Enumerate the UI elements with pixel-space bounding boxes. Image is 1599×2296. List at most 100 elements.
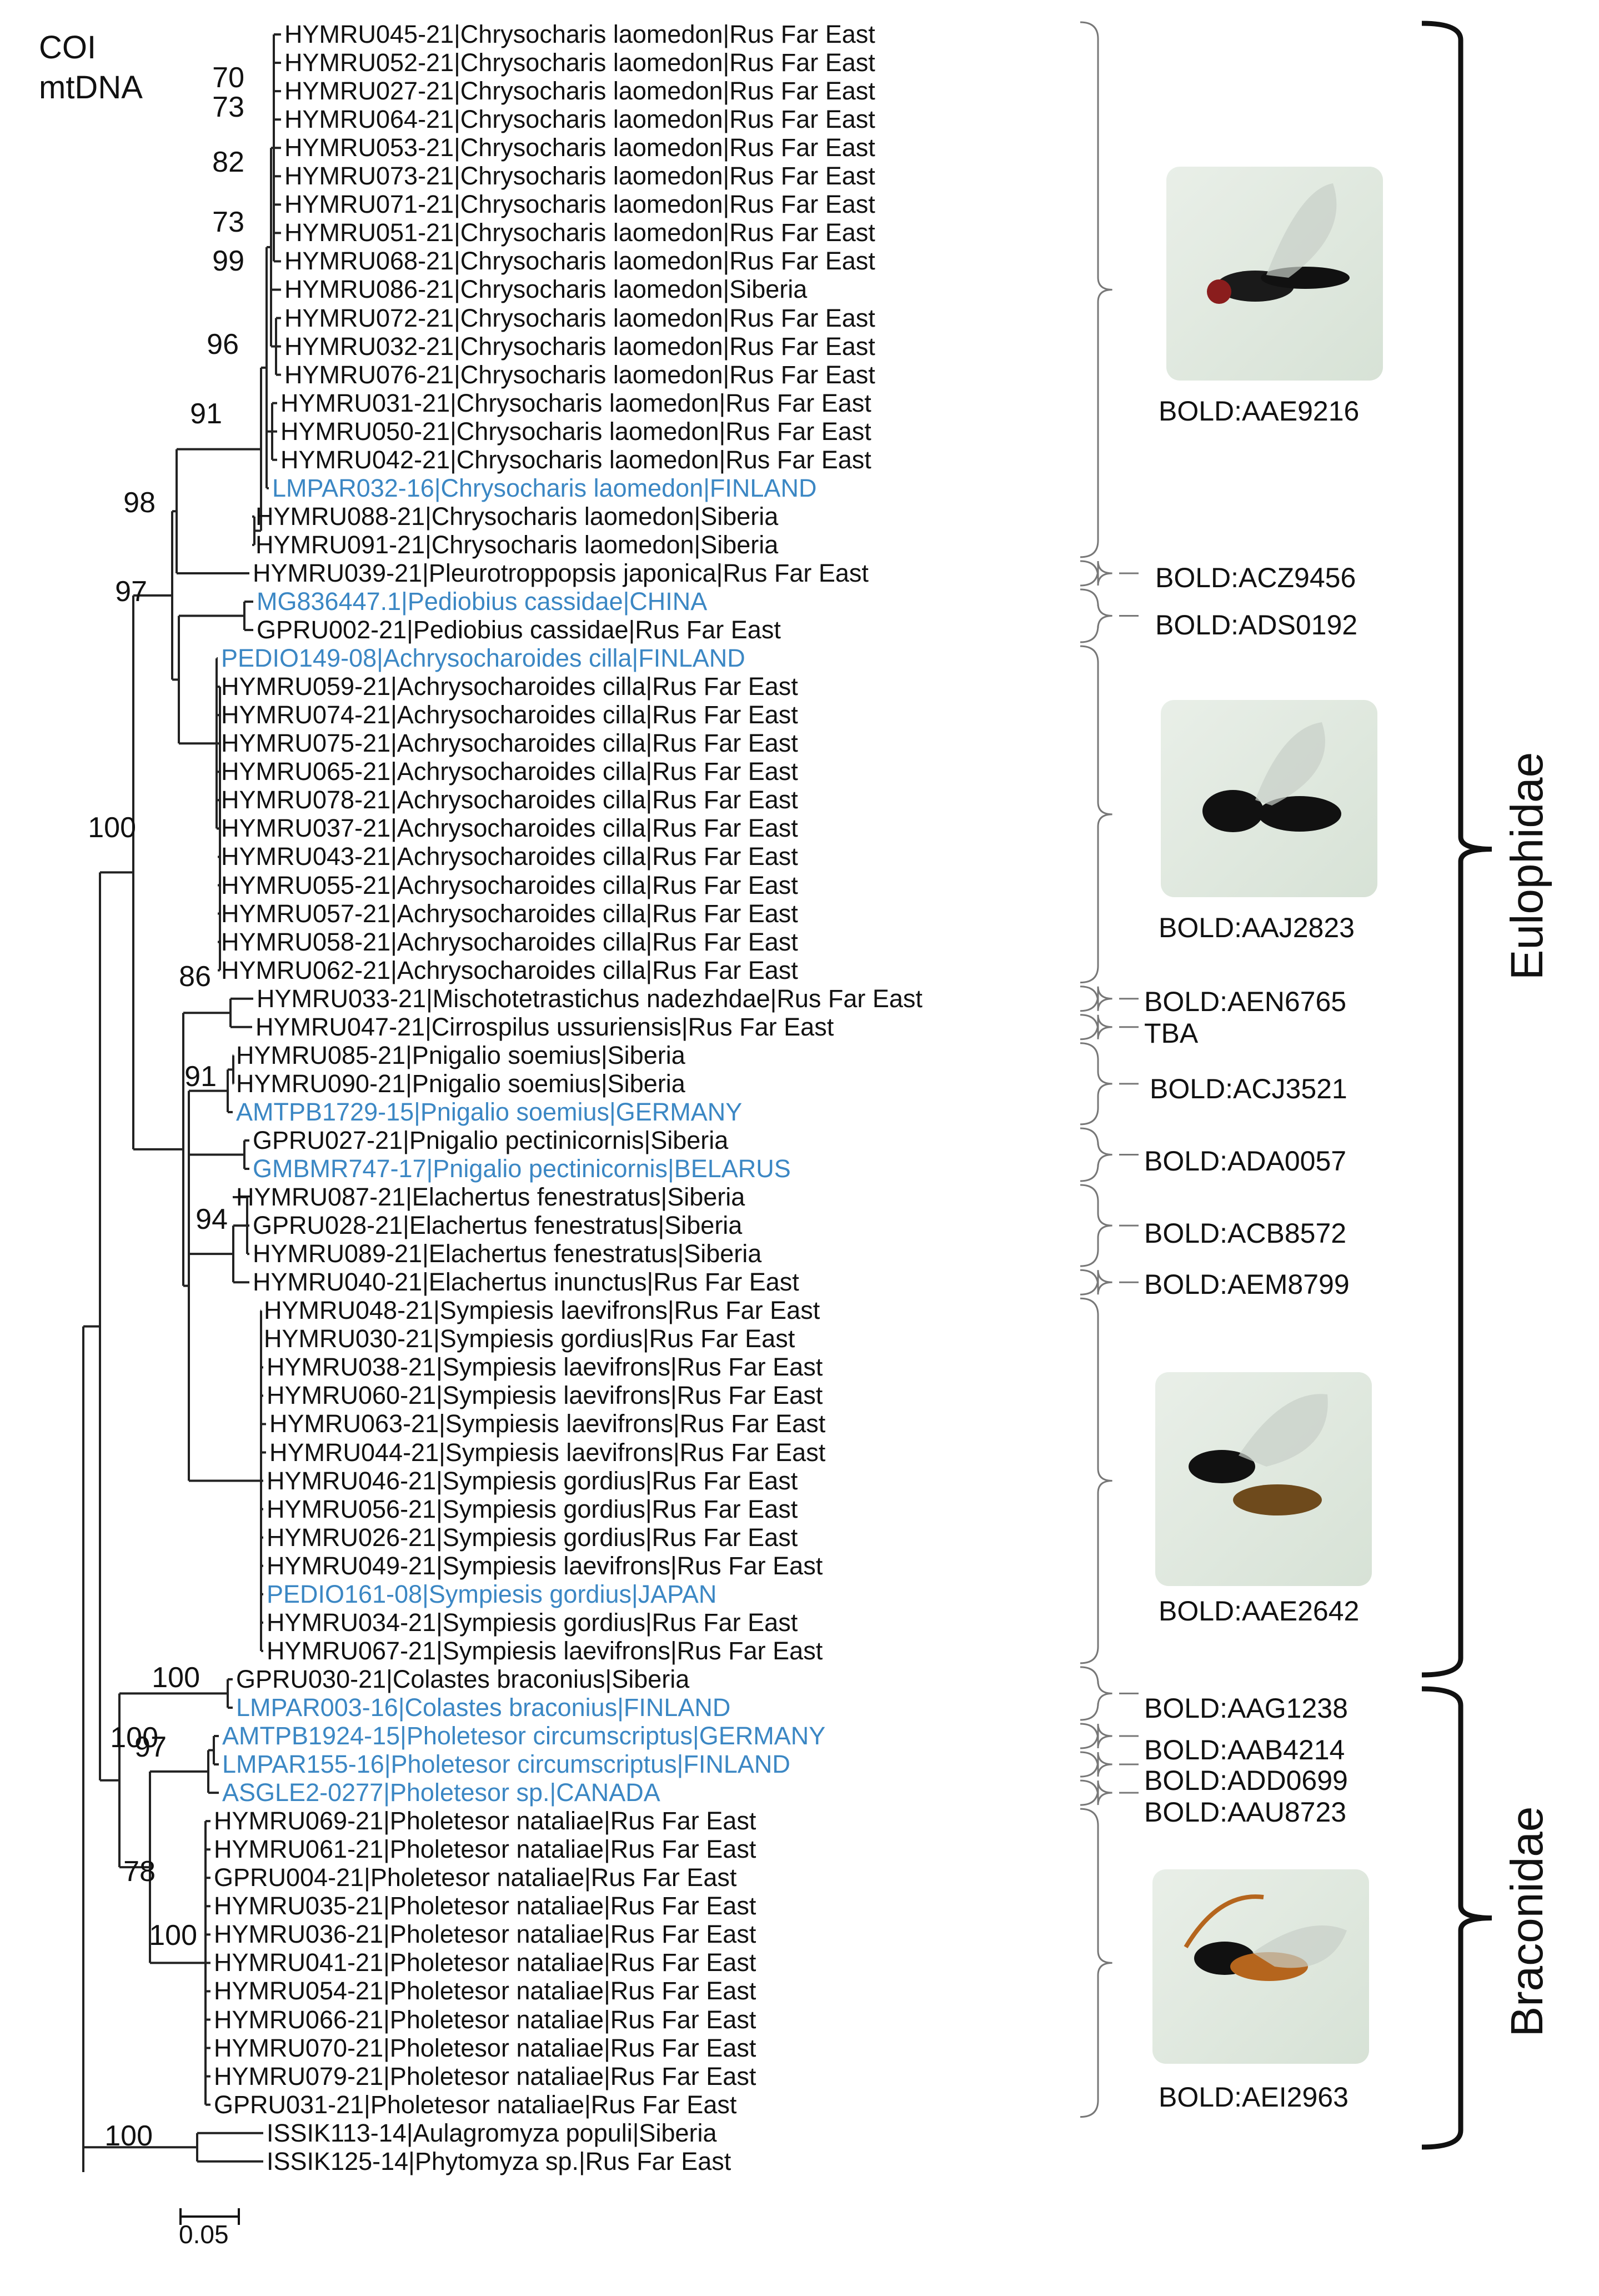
bin-label: BOLD:ADA0057 [1144,1146,1347,1177]
specimen-photo-chrysocharis [1166,167,1383,381]
leaf-label: HYMRU064-21|Chrysocharis laomedon|Rus Fa… [284,105,875,134]
bin-brace [1080,1297,1112,1664]
leaf-label: PEDIO161-08|Sympiesis gordius|JAPAN [267,1579,717,1608]
leaf-label: HYMRU090-21|Pnigalio soemius|Siberia [236,1069,685,1098]
leaf-label: HYMRU047-21|Cirrospilus ussuriensis|Rus … [255,1012,834,1041]
bootstrap-value: 97 [115,576,147,608]
wasp-image [1207,183,1350,304]
specimen-photo-sympiesis [1155,1372,1372,1586]
leaf-label: HYMRU067-21|Sympiesis laevifrons|Rus Far… [267,1636,823,1665]
leaf-label: HYMRU073-21|Chrysocharis laomedon|Rus Fa… [284,162,875,191]
bin-label: BOLD:ADS0192 [1155,609,1358,641]
leaf-label: HYMRU043-21|Achrysocharoides cilla|Rus F… [221,842,798,871]
leaf-label: HYMRU074-21|Achrysocharoides cilla|Rus F… [221,701,798,729]
specimen-photo-pholetesor [1152,1869,1369,2064]
leaf-label: HYMRU036-21|Pholetesor nataliae|Rus Far … [214,1920,756,1949]
bin-brace [1080,986,1112,1012]
leaf-label: HYMRU039-21|Pleurotroppopsis japonica|Ru… [253,558,869,587]
leaf-label: HYMRU044-21|Sympiesis laevifrons|Rus Far… [269,1438,826,1467]
leaf-label: HYMRU076-21|Chrysocharis laomedon|Rus Fa… [284,360,875,389]
leaf-label: HYMRU058-21|Achrysocharoides cilla|Rus F… [221,927,798,956]
bootstrap-value: 96 [207,328,239,361]
leaf-label: HYMRU042-21|Chrysocharis laomedon|Rus Fa… [280,445,871,474]
leaf-label: ISSIK113-14|Aulagromyza populi|Siberia [267,2118,717,2147]
bin-label: BOLD:ACJ3521 [1150,1073,1347,1104]
bin-brace [1080,588,1112,643]
leaf-label: HYMRU070-21|Pholetesor nataliae|Rus Far … [214,2033,756,2062]
bin-label: BOLD:AAG1238 [1144,1693,1348,1724]
bin-brace [1080,1666,1112,1721]
leaf-label: GPRU028-21|Elachertus fenestratus|Siberi… [253,1211,743,1240]
leaf-label: GMBMR747-17|Pnigalio pectinicornis|BELAR… [253,1154,791,1183]
leaf-label: HYMRU046-21|Sympiesis gordius|Rus Far Ea… [267,1466,798,1495]
wasp-image [1202,722,1341,832]
bootstrap-value: 100 [88,812,136,844]
leaf-label: HYMRU031-21|Chrysocharis laomedon|Rus Fa… [280,388,871,417]
family-brace-braconidae [1421,1686,1492,2150]
tree-title: COI mtDNA [39,28,143,108]
leaf-label: HYMRU048-21|Sympiesis laevifrons|Rus Far… [264,1296,820,1325]
specimen-photo-achrysocharoides [1161,700,1377,897]
bootstrap-value: 98 [123,487,156,519]
bin-label: BOLD:AEM8799 [1144,1269,1350,1300]
leaf-label: HYMRU038-21|Sympiesis laevifrons|Rus Far… [267,1353,823,1382]
leaf-label: HYMRU087-21|Elachertus fenestratus|Siber… [236,1183,745,1212]
bootstrap-value: 82 [212,146,244,178]
bin-brace [1080,1808,1112,2118]
wasp-image [1189,1394,1328,1515]
bin-brace [1080,1014,1112,1041]
leaf-label: LMPAR032-16|Chrysocharis laomedon|FINLAN… [272,473,817,502]
leaf-label: HYMRU026-21|Sympiesis gordius|Rus Far Ea… [267,1523,798,1552]
bin-brace [1080,21,1112,558]
leaf-label: HYMRU062-21|Achrysocharoides cilla|Rus F… [221,956,798,984]
bin-label: BOLD:AAB4214 [1144,1734,1345,1765]
leaf-label: GPRU004-21|Pholetesor nataliae|Rus Far E… [214,1863,737,1892]
family-label: Braconidae [1502,1806,1552,2037]
leaf-label: HYMRU088-21|Chrysocharis laomedon|Siberi… [255,502,779,531]
bootstrap-value: 100 [152,1662,200,1694]
bootstrap-value: 78 [123,1855,156,1888]
leaf-label: MG836447.1|Pediobius cassidae|CHINA [257,587,708,616]
bootstrap-value: 100 [104,2120,153,2152]
leaf-label: HYMRU034-21|Sympiesis gordius|Rus Far Ea… [267,1608,798,1637]
bin-label: BOLD:AAU8723 [1144,1797,1347,1828]
bin-brace [1080,1184,1112,1267]
leaf-label: GPRU030-21|Colastes braconius|Siberia [236,1664,690,1693]
title-line-2: mtDNA [39,69,143,106]
leaf-label: HYMRU061-21|Pholetesor nataliae|Rus Far … [214,1835,756,1864]
leaf-label: HYMRU075-21|Achrysocharoides cilla|Rus F… [221,729,798,758]
leaf-label: ISSIK125-14|Phytomyza sp.|Rus Far East [267,2147,731,2175]
leaf-label: HYMRU032-21|Chrysocharis laomedon|Rus Fa… [284,332,875,361]
bin-brace [1080,1269,1112,1295]
leaf-label: GPRU027-21|Pnigalio pectinicornis|Siberi… [253,1126,729,1154]
leaf-label: HYMRU063-21|Sympiesis laevifrons|Rus Far… [269,1409,826,1438]
leaf-label: LMPAR155-16|Pholetesor circumscriptus|FI… [222,1750,790,1779]
title-line-1: COI [39,29,97,66]
bin-brace [1080,1042,1112,1126]
leaf-label: HYMRU055-21|Achrysocharoides cilla|Rus F… [221,871,798,899]
leaf-label: HYMRU060-21|Sympiesis laevifrons|Rus Far… [267,1381,823,1410]
leaf-label: HYMRU065-21|Achrysocharoides cilla|Rus F… [221,757,798,786]
leaf-label: HYMRU068-21|Chrysocharis laomedon|Rus Fa… [284,247,875,276]
leaf-label: HYMRU071-21|Chrysocharis laomedon|Rus Fa… [284,190,875,219]
leaf-label: HYMRU072-21|Chrysocharis laomedon|Rus Fa… [284,303,875,332]
leaf-label: HYMRU035-21|Pholetesor nataliae|Rus Far … [214,1892,756,1920]
bin-label: BOLD:ACZ9456 [1155,562,1356,593]
leaf-label: GPRU002-21|Pediobius cassidae|Rus Far Ea… [257,616,781,644]
leaf-label: AMTPB1924-15|Pholetesor circumscriptus|G… [222,1722,826,1750]
bin-label: BOLD:AAJ2823 [1159,912,1355,943]
bin-label: BOLD:AEN6765 [1144,986,1347,1017]
leaf-label: HYMRU027-21|Chrysocharis laomedon|Rus Fa… [284,77,875,106]
leaf-label: HYMRU050-21|Chrysocharis laomedon|Rus Fa… [280,417,871,446]
wasp-image [1184,1894,1347,1981]
leaf-label: HYMRU057-21|Achrysocharoides cilla|Rus F… [221,899,798,928]
leaf-label: ASGLE2-0277|Pholetesor sp.|CANADA [222,1778,660,1807]
bin-label: BOLD:ACB8572 [1144,1218,1347,1249]
leaf-label: HYMRU051-21|Chrysocharis laomedon|Rus Fa… [284,218,875,247]
bin-label: BOLD:AAE9216 [1159,396,1360,427]
bootstrap-value: 99 [212,245,244,277]
bin-brace [1080,1751,1112,1778]
bootstrap-value: 97 [134,1731,167,1763]
leaf-label: HYMRU037-21|Achrysocharoides cilla|Rus F… [221,814,798,843]
bin-label: BOLD:ADD0699 [1144,1765,1348,1796]
